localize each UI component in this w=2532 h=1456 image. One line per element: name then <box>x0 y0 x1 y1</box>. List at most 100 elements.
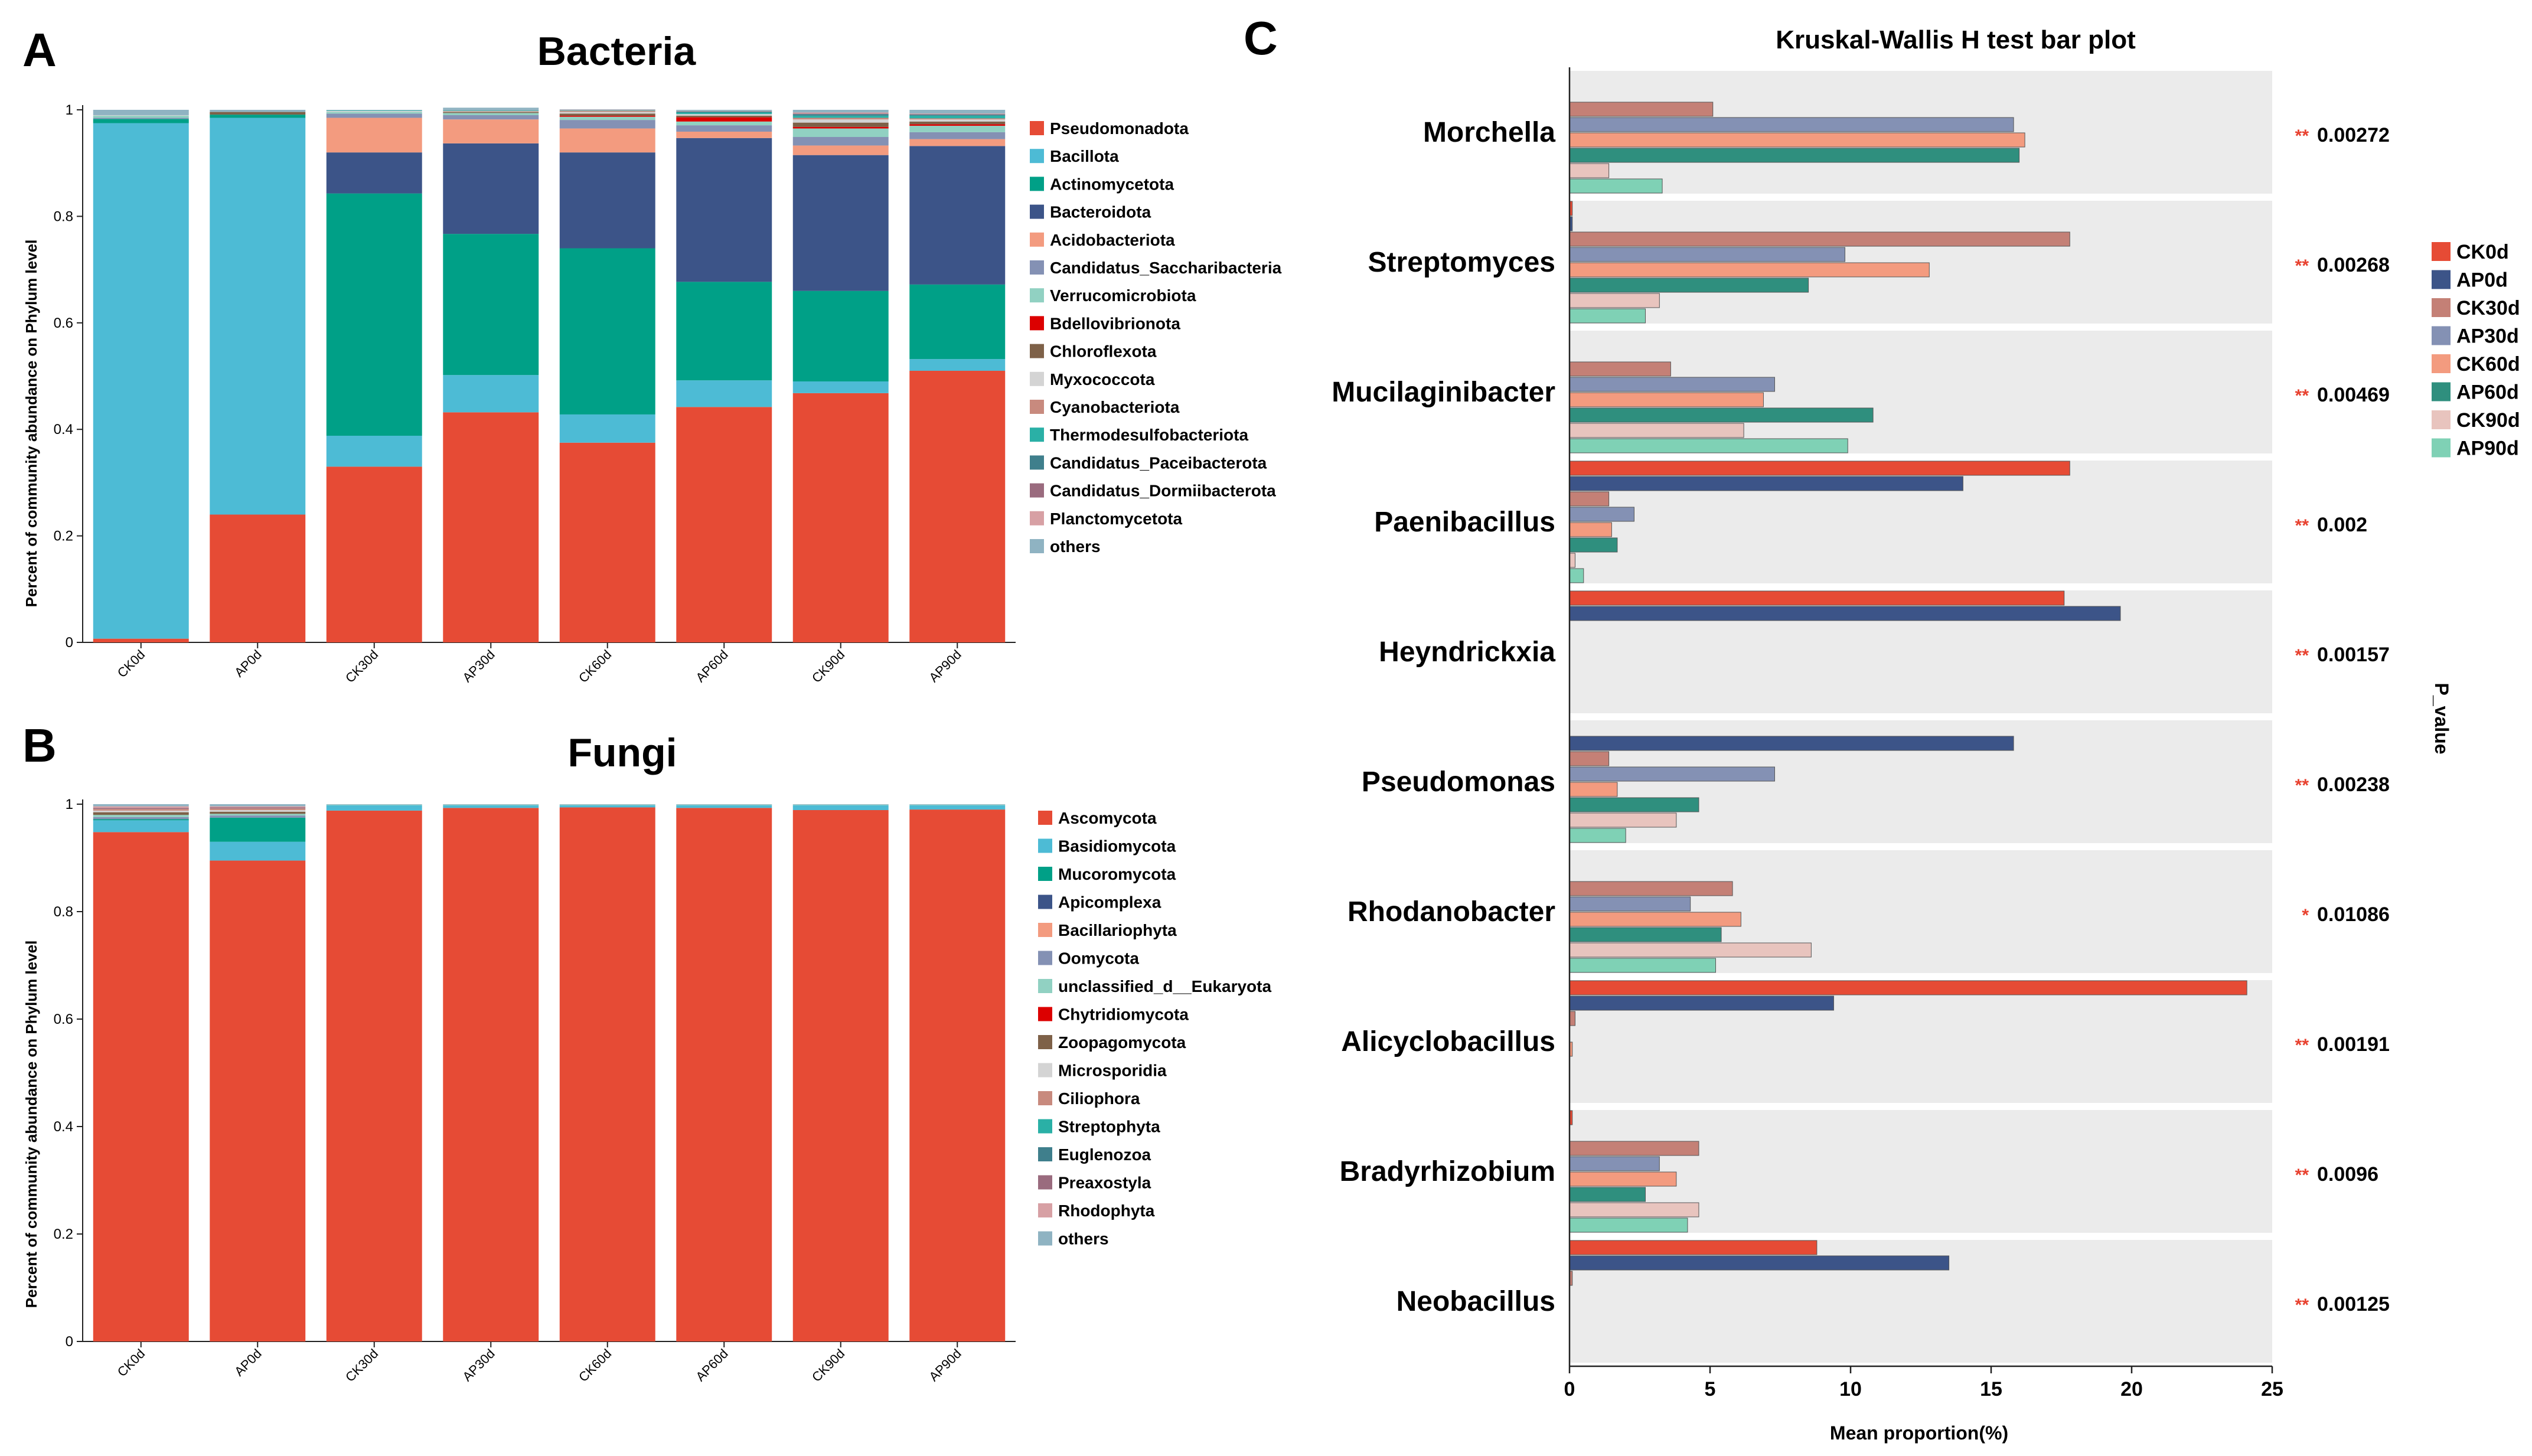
legend-label-rhodophyta: Rhodophyta <box>1058 1202 1155 1220</box>
bar-paenibacillus-ck90d <box>1569 553 1576 568</box>
bar-segment-ck60d-cyanobacteriota <box>559 110 655 112</box>
bar-segment-ap90d-verrucomicrobiota <box>909 126 1006 132</box>
bar-segment-ck30d-ascomycota <box>326 810 422 1341</box>
legend-label-others: others <box>1058 1230 1109 1248</box>
bar-segment-ap30d-pseudomonadota <box>443 412 539 642</box>
bar-segment-ap90d-candidatus-saccharibacteria <box>909 132 1006 139</box>
bar-segment-ap90d-acidobacteriota <box>909 139 1006 146</box>
bar-segment-ck90d-cyanobacteriota <box>792 117 889 120</box>
bar-segment-ap90d-bacillota <box>909 359 1006 371</box>
bar-segment-ap90d-thermodesulfobacteriota <box>909 115 1006 119</box>
bar-segment-ck60d-others <box>559 109 655 110</box>
bar-segment-ck60d-ascomycota <box>559 807 655 1341</box>
bar-segment-ck30d-verrucomicrobiota <box>326 112 422 114</box>
legend-label-cyanobacteriota: Cyanobacteriota <box>1050 398 1180 416</box>
bar-segment-ck90d-bacillota <box>792 381 889 393</box>
bar-segment-ap90d-ascomycota <box>909 809 1006 1341</box>
legend-label-preaxostyla: Preaxostyla <box>1058 1174 1151 1192</box>
y-tick-label: 0.4 <box>54 422 73 438</box>
bar-segment-ck30d-acidobacteriota <box>326 117 422 153</box>
y-tick-label: 0.4 <box>54 1119 73 1135</box>
x-tick-label-ap90d: AP90d <box>926 647 964 685</box>
legend-label-ck90d: CK90d <box>2456 409 2520 432</box>
bar-segment-ck0d-actinomycetota <box>93 119 189 123</box>
x-tick-label: 0 <box>1564 1378 1575 1400</box>
legend-swatch-actinomycetota <box>1030 177 1044 191</box>
bar-segment-ck90d-myxococcota <box>792 119 889 123</box>
legend-label-acidobacteriota: Acidobacteriota <box>1050 231 1175 249</box>
bar-segment-ck0d-bacillota <box>93 123 189 639</box>
bar-rhodanobacter-ap30d <box>1569 896 1691 912</box>
legend-swatch-microsporidia <box>1038 1063 1052 1078</box>
bar-mucilaginibacter-ap30d <box>1569 377 1775 392</box>
legend-label-ck30d: CK30d <box>2456 297 2520 319</box>
legend-label-verrucomicrobiota: Verrucomicrobiota <box>1050 286 1196 305</box>
p-value-label: 0.00125 <box>2317 1293 2390 1315</box>
bar-segment-ap0d-ascomycota <box>210 860 306 1341</box>
x-tick-label-ck90d: CK90d <box>809 647 847 685</box>
legend-swatch-unclassified-d-eukaryota <box>1038 979 1052 993</box>
bar-segment-ck30d-candidatus-saccharibacteria <box>326 113 422 118</box>
legend-label-candidatus-saccharibacteria: Candidatus_Saccharibacteria <box>1050 259 1282 277</box>
legend-label-pseudomonadota: Pseudomonadota <box>1050 119 1189 138</box>
bar-segment-ck30d-others <box>326 804 422 805</box>
legend-label-basidiomycota: Basidiomycota <box>1058 837 1176 856</box>
x-tick-label-ap0d: AP0d <box>231 1346 265 1379</box>
legend-swatch-bacteroidota <box>1030 204 1044 219</box>
bar-segment-ap30d-verrucomicrobiota <box>443 113 539 116</box>
x-tick-label-ck30d: CK30d <box>342 1346 381 1385</box>
bar-segment-ap30d-chloroflexota <box>443 112 539 113</box>
legend-swatch-ck60d <box>2432 354 2451 373</box>
bar-segment-ck60d-verrucomicrobiota <box>559 116 655 120</box>
bar-paenibacillus-ap0d <box>1569 476 1963 491</box>
bar-segment-ap90d-planctomycetota <box>909 113 1006 115</box>
y-tick-label: 1 <box>66 102 73 118</box>
panel-c-letter: C <box>1244 12 1278 64</box>
row-background-morchella <box>1570 71 2272 194</box>
bar-paenibacillus-ap60d <box>1569 537 1618 553</box>
bar-morchella-ap90d <box>1569 178 1663 194</box>
bar-segment-ap90d-bdellovibrionota <box>909 124 1006 126</box>
legend-label-chloroflexota: Chloroflexota <box>1050 342 1157 361</box>
y-tick-label: 1 <box>66 796 73 812</box>
genus-label-morchella: Morchella <box>1423 117 1555 148</box>
bar-segment-ck0d-verrucomicrobiota <box>93 115 189 118</box>
legend-label-bacteroidota: Bacteroidota <box>1050 203 1151 221</box>
bar-neobacillus-ck0d <box>1569 1240 1818 1255</box>
bar-paenibacillus-ck0d <box>1569 461 2070 476</box>
bar-segment-ap30d-others <box>443 804 539 805</box>
bar-segment-ck90d-bacteroidota <box>792 155 889 291</box>
legend-label-thermodesulfobacteriota: Thermodesulfobacteriota <box>1050 426 1248 444</box>
x-tick-label-ap30d: AP30d <box>459 647 497 685</box>
legend-swatch-bacillota <box>1030 149 1044 164</box>
bar-segment-ck90d-ascomycota <box>792 810 889 1341</box>
bar-segment-ck0d-basidiomycota <box>93 820 189 833</box>
bar-pseudomonas-ap30d <box>1569 766 1775 782</box>
bar-segment-ck60d-chloroflexota <box>559 113 655 116</box>
legend-swatch-ck90d <box>2432 410 2451 429</box>
legend-swatch-bacillariophyta <box>1038 923 1052 937</box>
significance-stars: ** <box>2295 516 2309 536</box>
x-tick-label: 25 <box>2261 1378 2283 1400</box>
bar-segment-ap0d-basidiomycota <box>210 841 306 861</box>
bar-segment-ck0d-oomycota <box>93 817 189 820</box>
bar-segment-ck30d-bacillota <box>326 436 422 467</box>
bar-segment-ck30d-basidiomycota <box>326 805 422 811</box>
y-tick-label: 0.6 <box>54 315 73 331</box>
bar-pseudomonas-ap90d <box>1569 828 1626 843</box>
bar-segment-ap60d-verrucomicrobiota <box>676 121 772 126</box>
bar-morchella-ck30d <box>1569 102 1714 117</box>
bar-segment-ck60d-acidobacteriota <box>559 128 655 153</box>
legend-label-mucoromycota: Mucoromycota <box>1058 865 1176 883</box>
legend-swatch-ciliophora <box>1038 1091 1052 1105</box>
legend-swatch-others <box>1038 1231 1052 1246</box>
bar-segment-ck0d-others <box>93 110 189 116</box>
bar-segment-ap90d-others <box>909 110 1006 114</box>
bar-bradyrhizobium-ap60d <box>1569 1187 1646 1202</box>
y-tick-label: 0.8 <box>54 208 73 224</box>
bar-segment-ap30d-acidobacteriota <box>443 119 539 143</box>
y-tick-label: 0.2 <box>54 1226 73 1242</box>
legend-swatch-ap60d <box>2432 382 2451 401</box>
bar-bradyrhizobium-ck30d <box>1569 1141 1699 1156</box>
